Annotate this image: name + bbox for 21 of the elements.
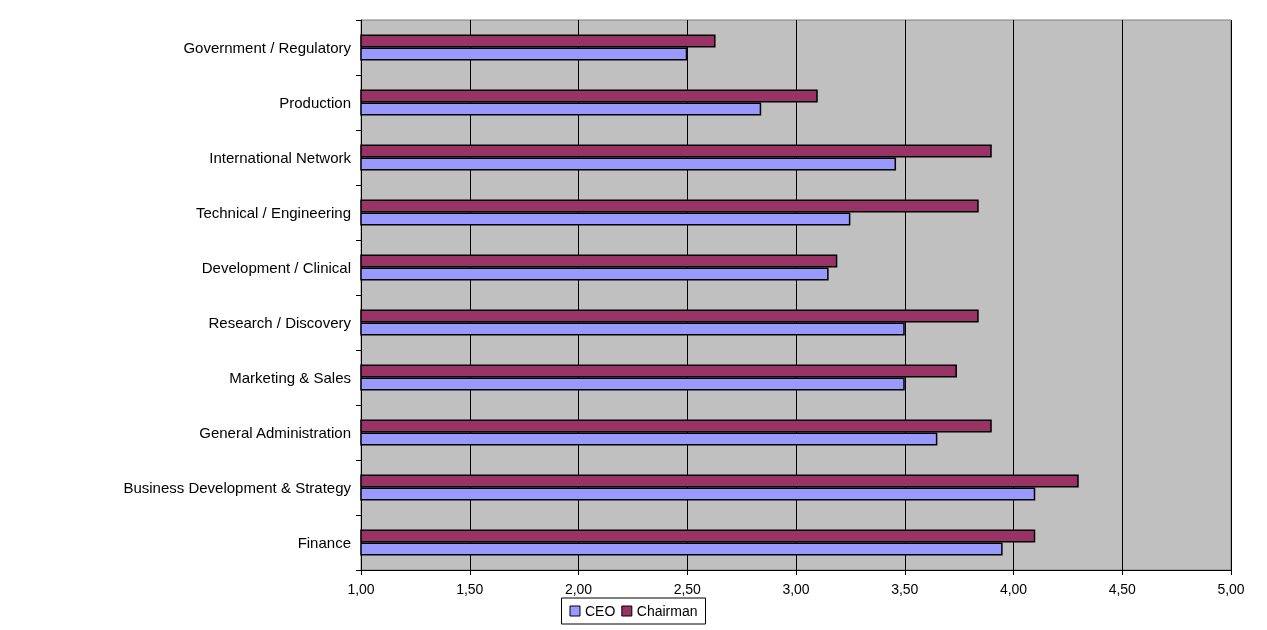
x-tick-label: 4,50 xyxy=(1108,581,1137,597)
x-tick-label: 3,50 xyxy=(891,581,919,597)
x-tick-label: 1,50 xyxy=(456,581,484,597)
x-tick-label: 2,00 xyxy=(564,581,593,597)
legend-label: CEO xyxy=(584,603,616,619)
x-tick-label: 2,50 xyxy=(673,581,702,597)
y-tick-label: General Administration xyxy=(199,424,351,441)
y-tick-label: Business Development & Strategy xyxy=(123,479,352,496)
y-tick-label: Technical / Engineering xyxy=(195,204,351,221)
x-tick-label: 5,00 xyxy=(1217,581,1245,597)
x-tick-label: 3,00 xyxy=(782,581,810,597)
y-tick-label: Marketing & Sales xyxy=(229,369,351,386)
x-tick-label: 4,00 xyxy=(999,581,1028,597)
x-tick-label: 1,00 xyxy=(347,581,375,597)
y-tick-label: Government / Regulatory xyxy=(183,39,352,56)
legend-label: Chairman xyxy=(636,603,698,619)
y-tick-label: Development / Clinical xyxy=(201,259,351,276)
y-tick-label: Finance xyxy=(297,534,351,551)
y-tick-label: International Network xyxy=(209,149,352,166)
y-tick-label: Production xyxy=(279,94,351,111)
y-tick-label: Research / Discovery xyxy=(208,314,352,331)
